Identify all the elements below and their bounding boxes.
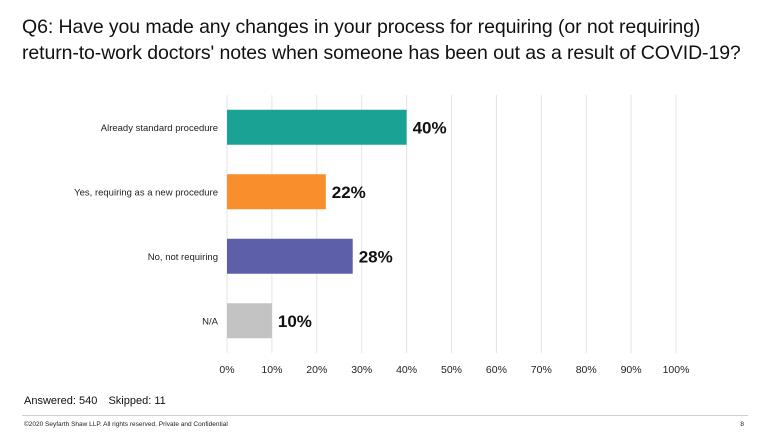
footer-divider (22, 415, 748, 416)
bar-chart: 0% 10% 20% 30% 40% 50% 60% 70% 80% 90% 100% Already… (74, 95, 690, 376)
question-number: Q6: (22, 16, 54, 38)
question-title: Q6: Have you made any changes in your pr… (22, 14, 742, 66)
category-label: No, not requiring (148, 252, 218, 263)
page-number: 8 (740, 421, 744, 428)
x-tick-label: 100% (663, 364, 690, 376)
data-label: 22% (332, 183, 366, 202)
bar (227, 238, 353, 274)
x-tick-label: 90% (621, 364, 642, 376)
bar (227, 303, 272, 339)
response-stats: Answered: 540 Skipped: 11 (24, 395, 174, 407)
bar (227, 109, 407, 145)
x-tick-label: 0% (219, 364, 234, 376)
x-tick-label: 40% (396, 364, 417, 376)
category-label: Already standard procedure (101, 123, 218, 134)
x-tick-label: 10% (261, 364, 282, 376)
x-tick-label: 70% (531, 364, 552, 376)
x-tick-label: 50% (441, 364, 462, 376)
answered-count: Answered: 540 (24, 395, 98, 407)
category-label: Yes, requiring as a new procedure (74, 187, 218, 198)
x-tick-label: 60% (486, 364, 507, 376)
data-label: 28% (359, 247, 393, 266)
x-tick-label: 20% (306, 364, 327, 376)
data-label: 10% (278, 312, 312, 331)
bar (227, 174, 326, 210)
x-tick-label: 80% (576, 364, 597, 376)
category-label: N/A (202, 316, 219, 327)
copyright-notice: ©2020 Seyfarth Shaw LLP. All rights rese… (24, 421, 228, 428)
data-label: 40% (413, 118, 447, 137)
question-text: Have you made any changes in your proces… (22, 16, 741, 64)
x-tick-label: 30% (351, 364, 372, 376)
skipped-count: Skipped: 11 (108, 395, 166, 407)
